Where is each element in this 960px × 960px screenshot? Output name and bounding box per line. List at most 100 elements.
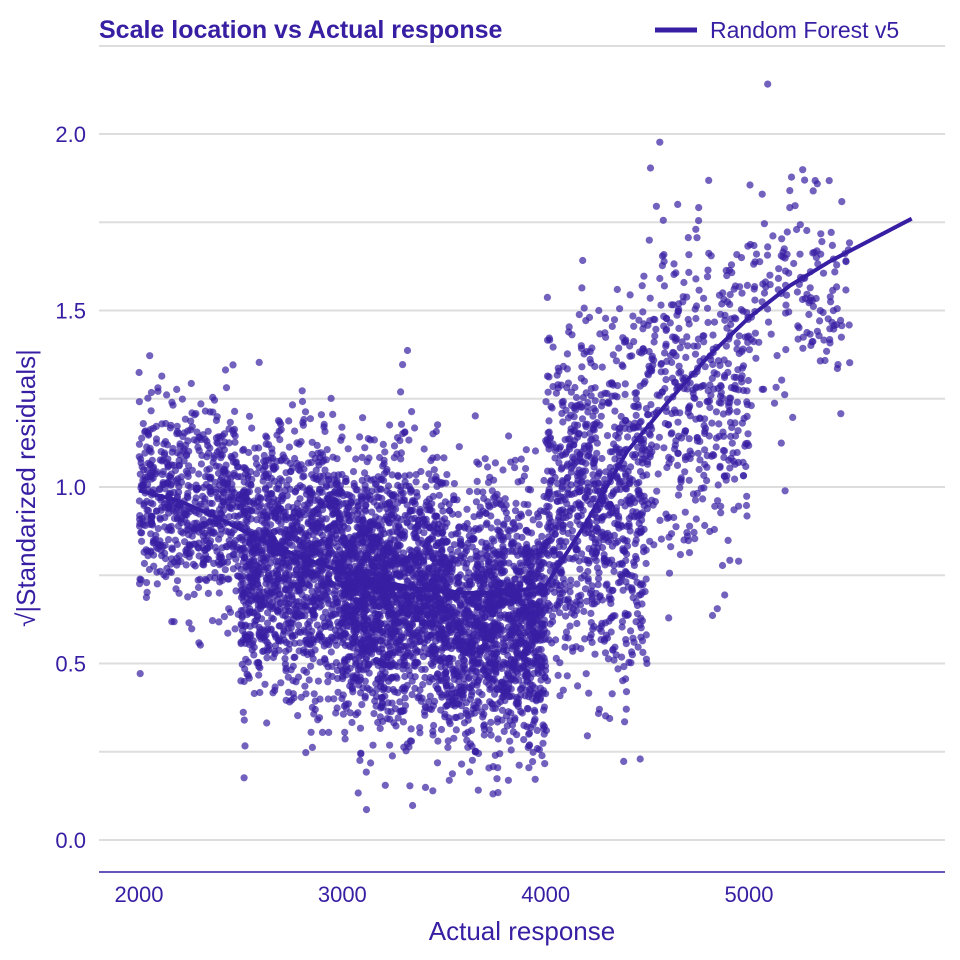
data-point: [241, 622, 249, 630]
data-point: [385, 547, 393, 555]
data-point: [159, 468, 167, 476]
data-point: [285, 586, 293, 594]
data-point: [460, 522, 468, 531]
data-point: [404, 591, 412, 600]
data-point: [341, 629, 349, 637]
data-point: [344, 445, 352, 453]
data-point: [432, 512, 440, 520]
data-point: [397, 483, 405, 491]
data-point: [341, 728, 349, 736]
data-point: [361, 469, 369, 477]
data-point: [224, 575, 232, 583]
data-point: [445, 776, 453, 784]
data-point: [378, 475, 386, 483]
data-point: [499, 542, 507, 550]
data-point: [504, 776, 512, 784]
data-point: [468, 756, 476, 764]
data-point: [231, 438, 239, 446]
data-point: [251, 444, 259, 452]
data-point: [358, 453, 366, 461]
data-point: [264, 609, 272, 617]
data-point: [252, 454, 260, 462]
data-point: [476, 511, 484, 520]
data-point: [182, 561, 190, 569]
data-point: [433, 759, 442, 767]
data-point: [299, 421, 307, 429]
data-point: [169, 401, 177, 409]
data-point: [526, 741, 534, 749]
data-point: [138, 434, 146, 442]
data-point: [263, 619, 272, 627]
data-point: [263, 511, 271, 519]
data-point: [399, 683, 408, 692]
data-point: [432, 646, 440, 654]
data-point: [354, 709, 362, 717]
data-point: [383, 487, 391, 495]
data-point: [206, 408, 214, 416]
data-point: [396, 698, 404, 706]
data-point: [365, 669, 373, 677]
data-point: [206, 444, 214, 452]
data-point: [152, 422, 160, 430]
data-point: [276, 436, 284, 444]
data-point: [308, 587, 316, 595]
data-point: [248, 548, 256, 556]
data-point: [293, 439, 301, 447]
data-point: [189, 560, 198, 568]
data-point: [324, 575, 332, 583]
data-point: [261, 680, 269, 688]
data-point: [394, 546, 402, 554]
data-point: [343, 506, 351, 514]
data-point: [331, 637, 339, 645]
data-point: [140, 559, 148, 568]
data-point: [485, 606, 493, 615]
data-point: [182, 511, 190, 519]
data-point: [463, 559, 471, 568]
data-point: [314, 633, 322, 641]
data-point: [458, 760, 466, 768]
data-point: [349, 688, 357, 696]
data-point: [308, 627, 316, 635]
data-point: [285, 443, 293, 451]
data-point: [341, 535, 349, 544]
data-point: [497, 569, 505, 577]
legend: Random Forest v5: [655, 17, 899, 43]
data-point: [173, 385, 181, 393]
data-point: [368, 594, 376, 602]
data-point: [308, 743, 316, 752]
data-point: [376, 453, 384, 462]
data-point: [190, 590, 198, 599]
data-point: [429, 787, 437, 795]
data-point: [474, 598, 483, 606]
data-point: [341, 655, 349, 663]
data-point: [161, 485, 169, 493]
data-point: [269, 603, 277, 611]
data-point: [324, 695, 332, 703]
data-point: [218, 501, 226, 510]
data-point: [211, 543, 219, 552]
data-point: [344, 524, 352, 533]
data-point: [251, 621, 259, 629]
data-point: [190, 436, 198, 444]
data-point: [301, 408, 310, 416]
data-point: [245, 539, 253, 547]
data-point: [217, 454, 225, 462]
data-point: [356, 756, 364, 765]
data-point: [430, 721, 438, 730]
data-point: [369, 741, 377, 749]
data-point: [231, 407, 239, 415]
data-point: [406, 782, 414, 790]
data-point: [252, 470, 261, 478]
data-point: [426, 545, 434, 553]
data-point: [239, 464, 247, 472]
data-point: [261, 462, 269, 470]
data-point: [260, 557, 268, 565]
data-point: [190, 527, 198, 535]
data-point: [143, 443, 151, 451]
data-point: [418, 615, 426, 624]
data-point: [388, 586, 396, 594]
data-point: [480, 722, 488, 730]
data-point: [253, 611, 262, 620]
data-point: [185, 447, 193, 455]
data-point: [240, 716, 248, 724]
